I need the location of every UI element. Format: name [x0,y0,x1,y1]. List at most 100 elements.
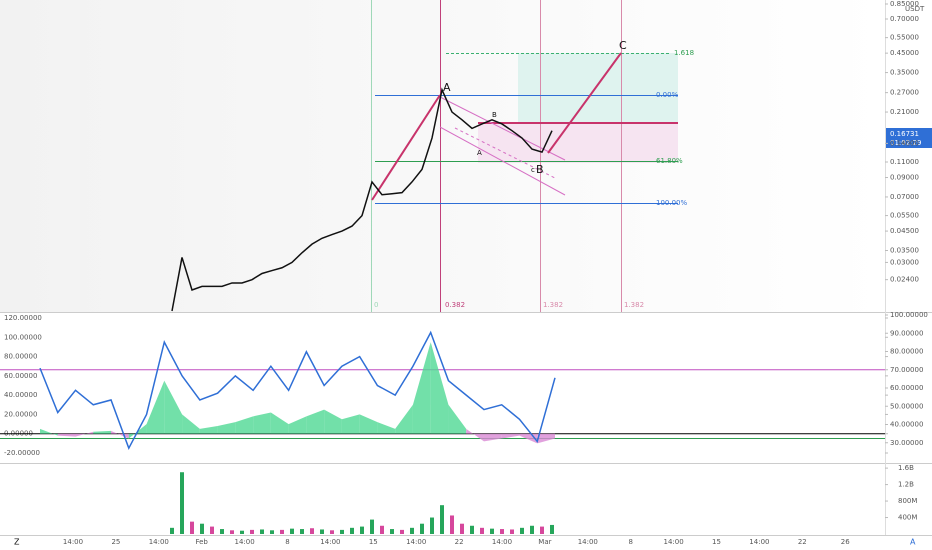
x-tick-label: 14:00 [664,538,684,546]
osc-area [448,404,467,434]
scroll-button[interactable]: Z [14,538,20,547]
wave-label: c [531,166,535,174]
volume-bar [460,523,464,534]
volume-bar [360,526,364,534]
osc-area [377,422,396,434]
volume-bar [450,515,454,534]
osc-area [341,414,360,434]
osc-area [537,433,555,444]
osc-area [270,412,289,434]
osc-area [501,433,520,439]
x-tick-label: 14:00 [406,538,426,546]
volume-bar [400,529,404,534]
wave-label: B [536,163,544,176]
osc-area [466,428,484,442]
volume-bar [260,529,264,534]
wave-line [371,94,441,201]
y-tick-label: 0.35000 [890,69,919,77]
x-tick-label: 8 [285,538,289,546]
osc-area [359,414,378,434]
y-tick-label: 0.02400 [890,276,919,284]
fib-label: 1.618 [674,49,694,57]
osc-area [483,433,502,442]
y-tick-label: 90.00000 [890,329,923,337]
osc-area [75,431,94,437]
y-tick-label: 0.55000 [890,34,919,42]
y-tick-label: 800M [898,497,917,505]
osc-area [235,416,254,434]
volume-bar [240,530,244,534]
osc-area [93,430,112,434]
x-tick-label: 22 [798,538,807,546]
x-tick-label: 15 [712,538,721,546]
x-tick-label: 14:00 [578,538,598,546]
y-tick-label: 0.03000 [890,258,919,266]
osc-area [412,342,431,434]
osc-area [146,380,165,434]
volume-bar [480,527,484,534]
x-tick-label: 14:00 [320,538,340,546]
osc-area [306,409,325,434]
y-tick-label: 20.00000 [4,410,37,418]
osc-area [430,342,449,434]
y-tick-label: 0.07000 [890,193,919,201]
volume-bar [250,529,254,534]
volume-bar [190,521,194,534]
y-tick-label: 0.21000 [890,108,919,116]
y-tick-label: 70.00000 [890,366,923,374]
auto-button[interactable]: A [910,538,916,547]
osc-area [182,414,200,434]
volume-bar [520,527,524,534]
osc-area [199,426,218,434]
volume-bar [370,519,374,534]
volume-bar [350,527,354,534]
y-tick-label: 80.00000 [4,353,37,361]
y-tick-label: 0.11000 [890,158,919,166]
volume-bar [500,529,504,534]
volume-bar [290,528,294,534]
x-tick-label: 14:00 [63,538,83,546]
x-tick-label: 8 [628,538,632,546]
wave-label: A [443,81,451,94]
wave-line [547,52,622,154]
volume-bar [230,530,234,534]
y-tick-label: 0.14000 [890,139,919,147]
osc-area [217,422,236,434]
volume-bar [490,528,494,534]
last-price: 0.16731 [890,130,919,138]
price-pane [0,0,885,312]
y-tick-label: 40.00000 [4,391,37,399]
y-tick-label: 1.6B [898,464,914,472]
y-tick-label: 40.00000 [890,421,923,429]
fib-label: 0.00% [656,91,679,99]
volume-bar [440,505,444,534]
y-tick-label: 0.45000 [890,49,919,57]
volume-bar [220,529,224,534]
range-zone [478,123,678,163]
volume-bar [330,530,334,534]
wave-label: B [492,111,497,119]
fib-label: 61.80% [656,157,683,165]
currency-label: USDT [905,5,925,13]
volume-bar [210,526,214,534]
volume-bar [410,527,414,534]
x-tick-label: 25 [111,538,120,546]
channel-mid [454,127,556,179]
osc-area [111,430,129,439]
x-tick-label: 15 [369,538,378,546]
x-tick-label: 14:00 [749,538,769,546]
osc-area [164,380,183,434]
channel-line [439,96,566,161]
time-fib-label: 1.382 [543,301,563,309]
y-tick-label: 120.00000 [4,314,42,322]
volume-bar [320,529,324,534]
line [171,87,553,312]
y-tick-label: 0.05500 [890,212,919,220]
volume-bar [470,525,474,534]
line [39,330,556,451]
y-tick-label: 50.00000 [890,402,923,410]
x-tick-label: 26 [841,538,850,546]
y-tick-label: 80.00000 [890,348,923,356]
volume-bar [430,517,434,534]
x-tick-label: 14:00 [235,538,255,546]
